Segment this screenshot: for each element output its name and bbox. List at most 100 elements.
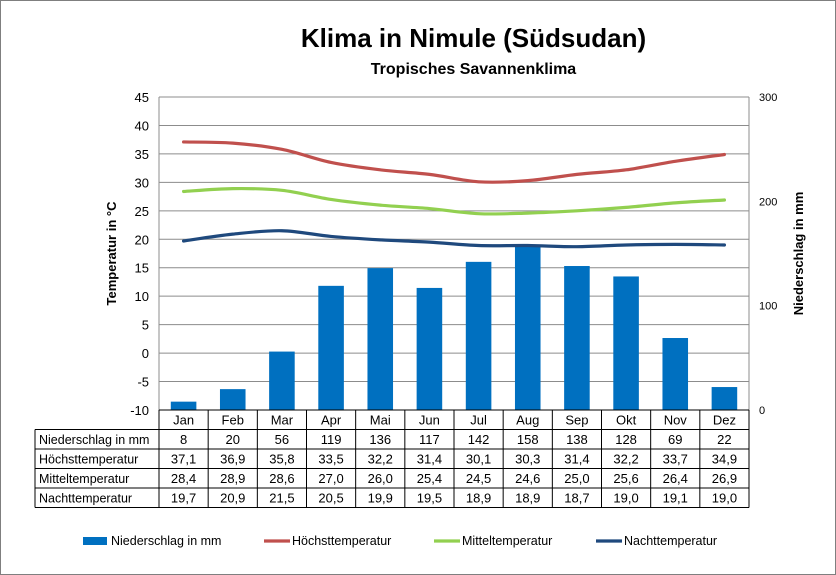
- y2-tick-label: 300: [759, 92, 777, 104]
- data-label: 18,9: [515, 491, 540, 506]
- data-label: 34,9: [712, 452, 737, 467]
- data-label: 28,4: [171, 471, 196, 486]
- x-tick-label: Sep: [565, 413, 588, 428]
- x-tick-label: Feb: [222, 413, 244, 428]
- y-tick-label: 15: [135, 261, 149, 276]
- chart-title: Klima in Nimule (Südsudan): [300, 23, 647, 53]
- data-label: 19,5: [417, 491, 442, 506]
- data-label: 24,5: [466, 471, 491, 486]
- precipitation-bar: [367, 268, 394, 410]
- max-temperature-line: [181, 140, 727, 184]
- data-label: 20,9: [220, 491, 245, 506]
- table-row-label: Höchsttemperatur: [39, 453, 138, 467]
- data-label: 30,1: [466, 452, 491, 467]
- legend-label: Niederschlag in mm: [111, 534, 221, 548]
- y-tick-label: 40: [135, 118, 149, 133]
- y2-tick-label: 100: [759, 301, 777, 313]
- data-label: 26,0: [368, 471, 393, 486]
- precipitation-bar: [465, 261, 492, 410]
- data-label: 37,1: [171, 452, 196, 467]
- data-label: 22: [717, 432, 731, 447]
- data-label: 20: [226, 432, 240, 447]
- data-label: 33,7: [663, 452, 688, 467]
- night-temperature-line: [181, 229, 727, 249]
- precipitation-bar: [662, 338, 689, 410]
- data-label: 128: [615, 432, 637, 447]
- legend-label: Mitteltemperatur: [462, 534, 552, 548]
- data-label: 69: [668, 432, 682, 447]
- x-tick-label: Okt: [616, 413, 637, 428]
- data-label: 30,3: [515, 452, 540, 467]
- y-tick-label: -10: [130, 403, 149, 418]
- data-label: 56: [275, 432, 289, 447]
- y-tick-label: 20: [135, 232, 149, 247]
- precipitation-bar: [711, 387, 738, 410]
- data-label: 32,2: [368, 452, 393, 467]
- data-label: 19,1: [663, 491, 688, 506]
- data-label: 19,0: [712, 491, 737, 506]
- data-label: 19,9: [368, 491, 393, 506]
- x-tick-label: Dez: [713, 413, 736, 428]
- data-label: 28,6: [269, 471, 294, 486]
- x-tick-label: Apr: [321, 413, 342, 428]
- data-label: 31,4: [417, 452, 442, 467]
- y-tick-label: -5: [137, 375, 149, 390]
- data-label: 28,9: [220, 471, 245, 486]
- data-label: 33,5: [318, 452, 343, 467]
- table-row-label: Mitteltemperatur: [39, 472, 129, 486]
- data-label: 27,0: [318, 471, 343, 486]
- precipitation-bar: [170, 401, 197, 410]
- data-label: 18,9: [466, 491, 491, 506]
- y-tick-label: 45: [135, 90, 149, 105]
- data-label: 138: [566, 432, 588, 447]
- legend-label: Höchsttemperatur: [292, 534, 391, 548]
- data-label: 36,9: [220, 452, 245, 467]
- data-label: 119: [321, 432, 342, 447]
- x-tick-label: Jul: [470, 413, 487, 428]
- precipitation-bar: [269, 351, 295, 410]
- y-tick-label: 30: [135, 175, 149, 190]
- data-label: 136: [369, 432, 391, 447]
- precipitation-bar: [416, 287, 443, 410]
- table-row-label: Niederschlag in mm: [39, 433, 149, 447]
- data-label: 20,5: [318, 491, 343, 506]
- data-label: 26,9: [712, 471, 737, 486]
- precipitation-bar: [219, 389, 246, 410]
- legend-label: Nachttemperatur: [624, 534, 717, 548]
- table-row-label: Nachttemperatur: [39, 492, 132, 506]
- mean-temperature-line: [181, 186, 727, 216]
- precipitation-bar: [564, 266, 590, 410]
- y2-tick-label: 200: [759, 196, 777, 208]
- chart-subtitle: Tropisches Savannenklima: [370, 61, 577, 78]
- legend-swatch-precipitation: [83, 537, 107, 545]
- precipitation-bar: [318, 285, 344, 410]
- precipitation-bar: [514, 245, 541, 410]
- data-label: 142: [468, 432, 490, 447]
- y2-axis-title: Niederschlag in mm: [791, 192, 806, 316]
- data-label: 21,5: [269, 491, 294, 506]
- data-label: 158: [517, 432, 539, 447]
- x-tick-label: Jun: [419, 413, 440, 428]
- y-tick-label: 0: [142, 346, 149, 361]
- y-axis-title: Temperatur in °C: [104, 201, 119, 306]
- data-label: 26,4: [663, 471, 688, 486]
- precipitation-bar: [613, 276, 639, 410]
- y-tick-label: 25: [135, 204, 149, 219]
- y-tick-label: 10: [135, 289, 149, 304]
- data-label: 117: [419, 432, 440, 447]
- y-tick-label: 35: [135, 147, 149, 162]
- data-label: 24,6: [515, 471, 540, 486]
- x-tick-label: Nov: [664, 413, 688, 428]
- data-label: 8: [180, 432, 187, 447]
- data-label: 25,6: [613, 471, 638, 486]
- data-label: 18,7: [564, 491, 589, 506]
- x-tick-label: Jan: [173, 413, 194, 428]
- y-tick-label: 5: [142, 318, 149, 333]
- data-label: 32,2: [613, 452, 638, 467]
- data-label: 25,4: [417, 471, 442, 486]
- data-label: 31,4: [564, 452, 589, 467]
- data-label: 25,0: [564, 471, 589, 486]
- x-tick-label: Mai: [370, 413, 391, 428]
